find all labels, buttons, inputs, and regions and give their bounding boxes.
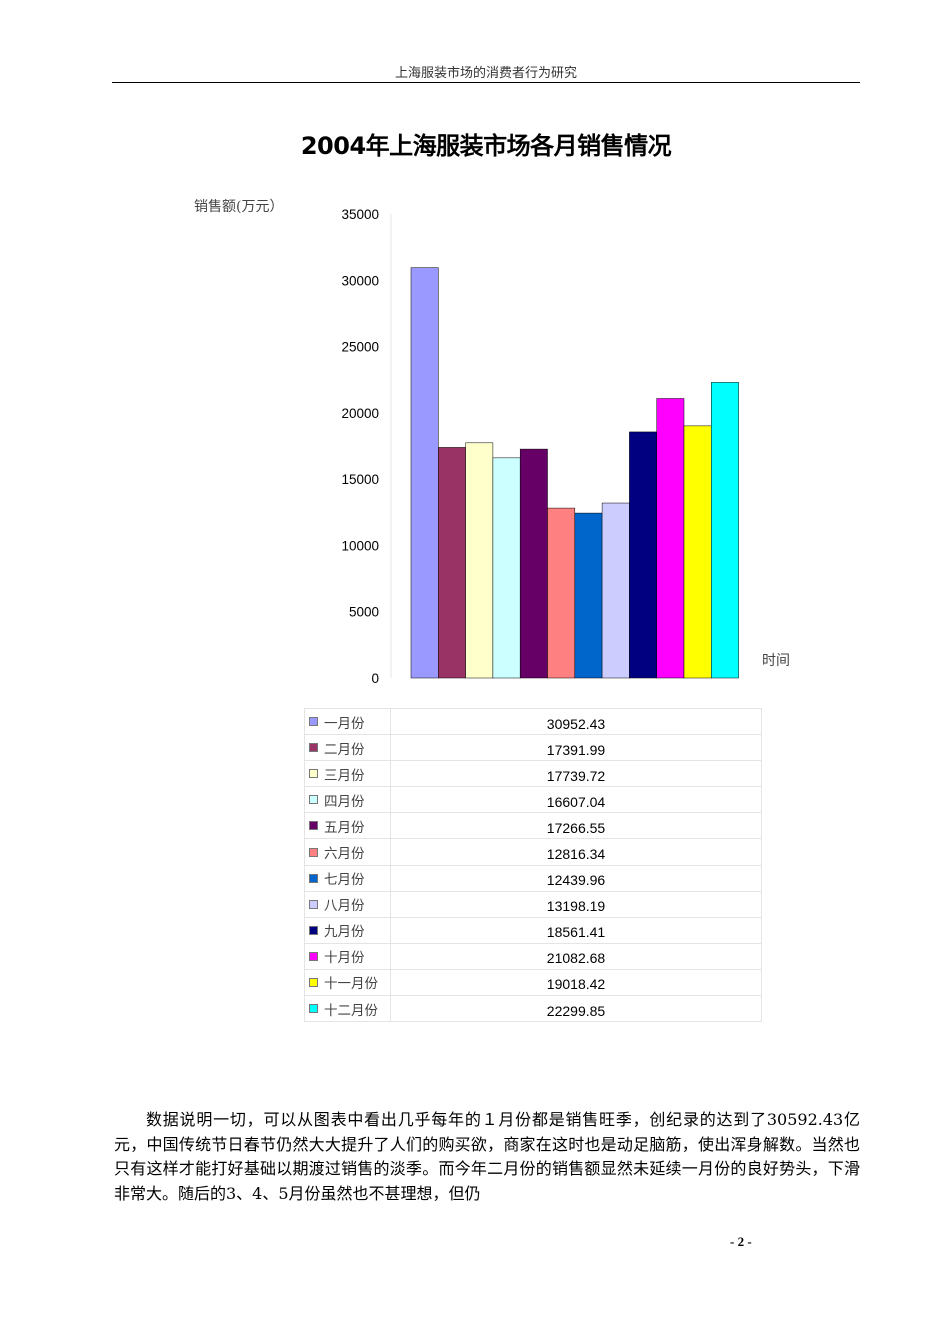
legend-swatch (309, 743, 318, 753)
legend-label: 十一月份 (324, 976, 378, 993)
legend-entry: 八月份 (305, 891, 391, 917)
table-row: 八月份 13198.19 (305, 891, 761, 918)
legend-swatch (309, 717, 318, 727)
legend-label: 九月份 (324, 924, 365, 941)
table-row: 六月份 12816.34 (305, 839, 761, 866)
legend-swatch (309, 899, 318, 909)
legend-entry: 十一月份 (305, 969, 391, 996)
y-tick-label: 15000 (341, 472, 379, 487)
table-row: 五月份 17266.55 (305, 813, 761, 840)
body-paragraph: 数据说明一切，可以从图表中看出几乎每年的１月份都是销售旺季，创纪录的达到了305… (114, 1110, 860, 1203)
data-label: 21082.68 (546, 950, 606, 967)
legend-entry: 五月份 (305, 813, 391, 839)
data-label: 16607.04 (546, 793, 606, 810)
data-label: 19018.42 (546, 976, 606, 993)
y-tick-label: 10000 (341, 538, 379, 553)
bar-6 (547, 507, 576, 679)
bar-4 (492, 457, 521, 679)
chart-data-table: 一月份 30952.43 二月份 17391.99 三月份 17739.72 四月份 1660… (304, 708, 762, 1023)
header-rule (112, 82, 860, 83)
legend-entry: 六月份 (305, 839, 391, 865)
legend-entry: 十二月份 (305, 996, 391, 1022)
legend-label: 十月份 (324, 950, 365, 967)
data-label: 17739.72 (546, 767, 606, 784)
table-row: 十一月份 19018.42 (305, 969, 761, 997)
chart-title: 2004年上海服装市场各月销售情况 (300, 132, 672, 160)
bar-2 (438, 447, 466, 679)
table-row: 七月份 12439.96 (305, 865, 761, 892)
bar-7 (574, 512, 603, 679)
legend-entry: 一月份 (305, 709, 391, 735)
legend-label: 八月份 (324, 898, 365, 915)
y-tick-label: 35000 (341, 207, 379, 222)
page-number: - 2 - (730, 1234, 752, 1249)
y-tick-label: 20000 (341, 406, 379, 421)
x-axis-label: 时间 (762, 653, 790, 669)
y-tick-label: 5000 (349, 605, 379, 620)
legend-label: 二月份 (324, 741, 365, 758)
table-row: 二月份 17391.99 (305, 735, 761, 762)
data-label: 22299.85 (546, 1002, 606, 1019)
page-header: 上海服装市场的消费者行为研究 (394, 66, 577, 81)
legend-swatch (309, 821, 318, 831)
bar-1 (410, 267, 439, 679)
y-tick-label: 0 (371, 671, 379, 686)
legend-entry: 十月份 (305, 943, 391, 969)
legend-swatch (309, 1004, 318, 1014)
table-row: 四月份 16607.04 (305, 787, 761, 814)
legend-entry: 四月份 (305, 787, 391, 813)
table-row: 三月份 17739.72 (305, 761, 761, 788)
bar-9 (629, 431, 657, 679)
y-tick-label: 30000 (341, 273, 379, 288)
data-label: 30952.43 (546, 715, 606, 732)
legend-entry: 七月份 (305, 865, 391, 891)
bar-11 (683, 425, 712, 679)
y-tick-label: 25000 (341, 340, 379, 355)
bar-10 (656, 398, 685, 679)
bar-chart: 35000 30000 25000 20000 15000 10000 5000 0 (341, 207, 739, 686)
data-label: 17266.55 (546, 819, 606, 836)
legend-entry: 三月份 (305, 761, 391, 787)
legend-label: 三月份 (324, 767, 365, 784)
legend-label: 六月份 (324, 846, 365, 863)
legend-label: 一月份 (324, 715, 365, 732)
legend-swatch (309, 847, 318, 857)
data-label: 13198.19 (546, 898, 606, 915)
data-label: 17391.99 (546, 741, 606, 758)
y-axis-label: 销售额(万元） (194, 199, 284, 215)
table-row: 九月份 18561.41 (305, 917, 761, 944)
table-row: 十月份 21082.68 (305, 943, 761, 970)
data-label: 12816.34 (546, 846, 606, 863)
legend-label: 五月份 (324, 819, 365, 836)
bar-3 (465, 442, 494, 679)
legend-swatch (309, 769, 318, 779)
legend-swatch (309, 925, 318, 935)
bar-8 (601, 502, 630, 679)
bar-5 (519, 448, 548, 679)
legend-swatch (309, 977, 318, 987)
legend-entry: 九月份 (305, 917, 391, 943)
legend-swatch (309, 795, 318, 805)
legend-label: 十二月份 (324, 1002, 378, 1019)
legend-entry: 二月份 (305, 735, 391, 761)
data-label: 18561.41 (546, 924, 606, 941)
legend-swatch (309, 951, 318, 961)
bar-12 (711, 382, 739, 679)
legend-label: 四月份 (324, 793, 365, 810)
table-row: 一月份 30952.43 (305, 708, 761, 736)
data-label: 12439.96 (546, 872, 606, 889)
table-row: 十二月份 22299.85 (305, 996, 761, 1023)
legend-swatch (309, 873, 318, 883)
legend-label: 七月份 (324, 872, 365, 889)
